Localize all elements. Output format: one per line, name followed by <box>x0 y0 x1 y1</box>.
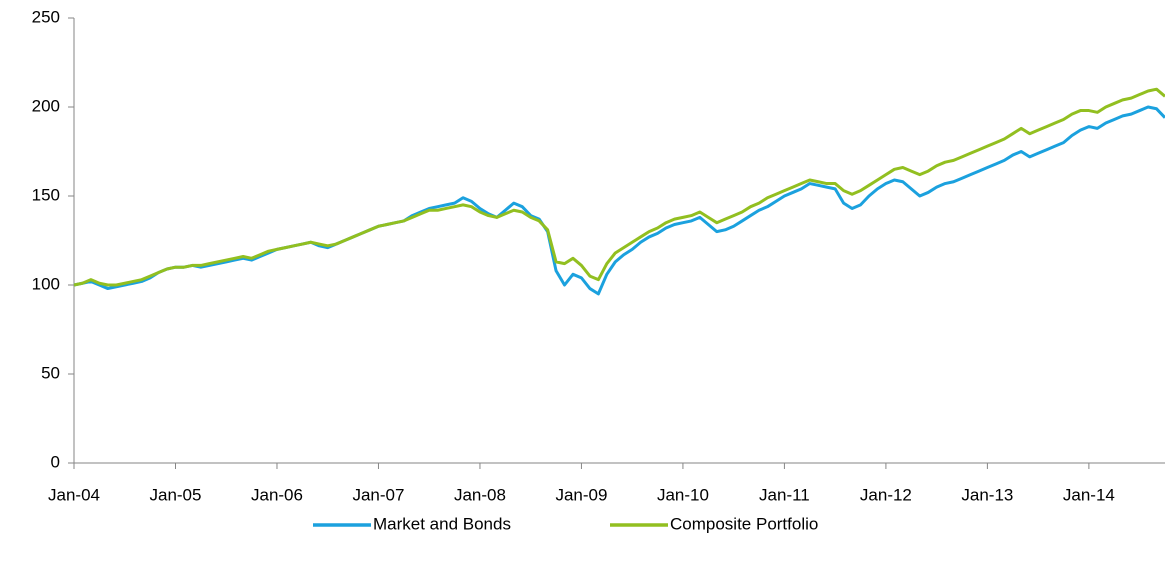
x-tick-label: Jan-13 <box>961 485 1013 504</box>
y-tick-label: 0 <box>51 452 60 471</box>
legend-label: Composite Portfolio <box>670 514 818 533</box>
x-tick-label: Jan-05 <box>149 485 201 504</box>
series-line <box>73 105 1165 296</box>
y-tick-label: 250 <box>32 7 60 26</box>
y-tick-label: 50 <box>41 363 60 382</box>
x-tick-label: Jan-10 <box>657 485 709 504</box>
y-tick-label: 150 <box>32 185 60 204</box>
x-tick-label: Jan-06 <box>251 485 303 504</box>
x-tick-label: Jan-09 <box>555 485 607 504</box>
x-tick-label: Jan-14 <box>1063 485 1115 504</box>
y-tick-label: 100 <box>32 274 60 293</box>
x-tick-label: Jan-04 <box>48 485 100 504</box>
x-tick-label: Jan-07 <box>352 485 404 504</box>
series-line <box>73 87 1165 287</box>
legend-label: Market and Bonds <box>373 514 511 533</box>
x-tick-label: Jan-12 <box>860 485 912 504</box>
x-tick-label: Jan-11 <box>759 485 810 504</box>
y-tick-label: 200 <box>32 96 60 115</box>
x-tick-label: Jan-08 <box>454 485 506 504</box>
